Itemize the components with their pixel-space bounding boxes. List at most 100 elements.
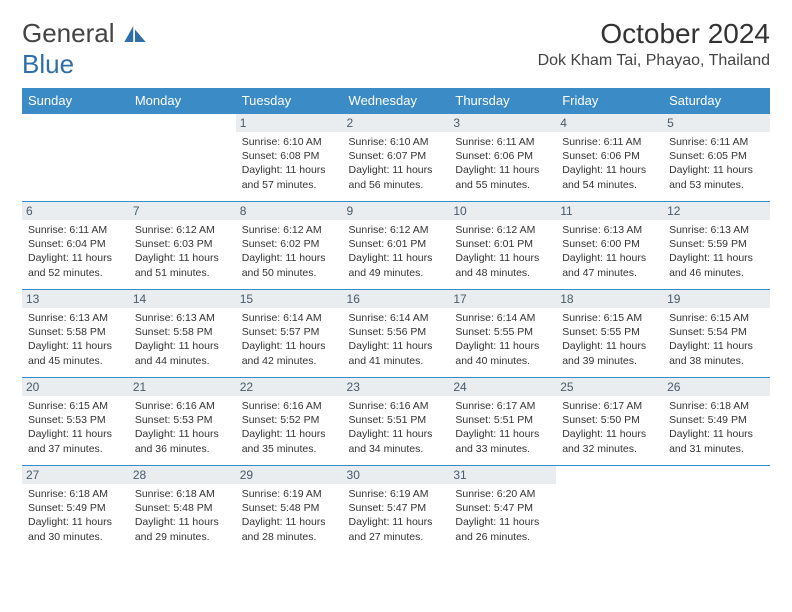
day-info: Sunrise: 6:14 AMSunset: 5:57 PMDaylight:…: [242, 311, 337, 368]
day-info: Sunrise: 6:13 AMSunset: 5:58 PMDaylight:…: [135, 311, 230, 368]
calendar-cell: 12Sunrise: 6:13 AMSunset: 5:59 PMDayligh…: [663, 202, 770, 290]
calendar-cell: 8 Sunrise: 6:12 AMSunset: 6:02 PMDaylight…: [236, 202, 343, 290]
day-info: Sunrise: 6:10 AMSunset: 6:08 PMDaylight:…: [242, 135, 337, 192]
day-info: Sunrise: 6:15 AMSunset: 5:55 PMDaylight:…: [562, 311, 657, 368]
calendar-cell: 11 Sunrise: 6:13 AMSunset: 6:00 PMDayligh…: [556, 202, 663, 290]
day-info: Sunrise: 6:14 AMSunset: 5:56 PMDaylight:…: [349, 311, 444, 368]
calendar-cell: 26Sunrise: 6:18 AMSunset: 5:49 PMDayligh…: [663, 378, 770, 466]
location: Dok Kham Tai, Phayao, Thailand: [538, 52, 770, 70]
day-number: 9: [343, 202, 450, 220]
day-number: 31: [449, 466, 556, 484]
day-info: Sunrise: 6:11 AMSunset: 6:06 PMDaylight:…: [455, 135, 550, 192]
day-info: Sunrise: 6:16 AMSunset: 5:53 PMDaylight:…: [135, 399, 230, 456]
day-of-week-header: Friday: [556, 88, 663, 114]
calendar-cell: 14 Sunrise: 6:13 AMSunset: 5:58 PMDayligh…: [129, 290, 236, 378]
calendar-cell: 24 Sunrise: 6:17 AMSunset: 5:51 PMDayligh…: [449, 378, 556, 466]
day-number: 30: [343, 466, 450, 484]
day-of-week-header: Wednesday: [343, 88, 450, 114]
day-of-week-header: Thursday: [449, 88, 556, 114]
calendar-cell: 15 Sunrise: 6:14 AMSunset: 5:57 PMDayligh…: [236, 290, 343, 378]
day-info: Sunrise: 6:10 AMSunset: 6:07 PMDaylight:…: [349, 135, 444, 192]
day-number: 4: [556, 114, 663, 132]
day-number: 2: [343, 114, 450, 132]
day-info: Sunrise: 6:13 AMSunset: 6:00 PMDaylight:…: [562, 223, 657, 280]
calendar-cell: 27Sunrise: 6:18 AMSunset: 5:49 PMDayligh…: [22, 466, 129, 554]
day-info: Sunrise: 6:13 AMSunset: 5:58 PMDaylight:…: [28, 311, 123, 368]
day-number: 23: [343, 378, 450, 396]
sail-icon: [124, 26, 146, 42]
day-number: 21: [129, 378, 236, 396]
day-of-week-header: Tuesday: [236, 88, 343, 114]
calendar-cell: 9 Sunrise: 6:12 AMSunset: 6:01 PMDaylight…: [343, 202, 450, 290]
calendar-cell: 22Sunrise: 6:16 AMSunset: 5:52 PMDayligh…: [236, 378, 343, 466]
day-number: 28: [129, 466, 236, 484]
day-info: Sunrise: 6:11 AMSunset: 6:06 PMDaylight:…: [562, 135, 657, 192]
day-info: Sunrise: 6:16 AMSunset: 5:52 PMDaylight:…: [242, 399, 337, 456]
day-info: Sunrise: 6:11 AMSunset: 6:04 PMDaylight:…: [28, 223, 123, 280]
day-info: Sunrise: 6:18 AMSunset: 5:48 PMDaylight:…: [135, 487, 230, 544]
calendar-week-row: 20 Sunrise: 6:15 AMSunset: 5:53 PMDayligh…: [22, 378, 770, 466]
day-info: Sunrise: 6:17 AMSunset: 5:51 PMDaylight:…: [455, 399, 550, 456]
days-of-week-row: SundayMondayTuesdayWednesdayThursdayFrid…: [22, 88, 770, 114]
calendar-cell: 23 Sunrise: 6:16 AMSunset: 5:51 PMDayligh…: [343, 378, 450, 466]
calendar-cell: 3 Sunrise: 6:11 AMSunset: 6:06 PMDaylight…: [449, 114, 556, 202]
calendar-table: SundayMondayTuesdayWednesdayThursdayFrid…: [22, 88, 770, 554]
day-number: 14: [129, 290, 236, 308]
day-info: Sunrise: 6:14 AMSunset: 5:55 PMDaylight:…: [455, 311, 550, 368]
day-number: 15: [236, 290, 343, 308]
calendar-cell: 30 Sunrise: 6:19 AMSunset: 5:47 PMDayligh…: [343, 466, 450, 554]
calendar-cell: 21 Sunrise: 6:16 AMSunset: 5:53 PMDayligh…: [129, 378, 236, 466]
day-info: Sunrise: 6:12 AMSunset: 6:02 PMDaylight:…: [242, 223, 337, 280]
day-info: Sunrise: 6:18 AMSunset: 5:49 PMDaylight:…: [669, 399, 764, 456]
calendar-week-row: 13 Sunrise: 6:13 AMSunset: 5:58 PMDayligh…: [22, 290, 770, 378]
calendar-cell: [129, 114, 236, 202]
day-info: Sunrise: 6:12 AMSunset: 6:01 PMDaylight:…: [455, 223, 550, 280]
calendar-cell: 13 Sunrise: 6:13 AMSunset: 5:58 PMDayligh…: [22, 290, 129, 378]
calendar-cell: 29Sunrise: 6:19 AMSunset: 5:48 PMDayligh…: [236, 466, 343, 554]
calendar-cell: 25Sunrise: 6:17 AMSunset: 5:50 PMDayligh…: [556, 378, 663, 466]
day-info: Sunrise: 6:16 AMSunset: 5:51 PMDaylight:…: [349, 399, 444, 456]
calendar-cell: 1Sunrise: 6:10 AMSunset: 6:08 PMDaylight…: [236, 114, 343, 202]
calendar-cell: [556, 466, 663, 554]
day-number: 16: [343, 290, 450, 308]
day-number: 27: [22, 466, 129, 484]
day-of-week-header: Sunday: [22, 88, 129, 114]
day-of-week-header: Monday: [129, 88, 236, 114]
day-number: 24: [449, 378, 556, 396]
day-number: 20: [22, 378, 129, 396]
day-info: Sunrise: 6:12 AMSunset: 6:01 PMDaylight:…: [349, 223, 444, 280]
calendar-cell: 31 Sunrise: 6:20 AMSunset: 5:47 PMDayligh…: [449, 466, 556, 554]
day-number: 13: [22, 290, 129, 308]
header: General Blue October 2024 Dok Kham Tai, …: [22, 18, 770, 80]
title-block: October 2024 Dok Kham Tai, Phayao, Thail…: [538, 18, 770, 70]
day-number: 10: [449, 202, 556, 220]
calendar-cell: 20 Sunrise: 6:15 AMSunset: 5:53 PMDayligh…: [22, 378, 129, 466]
day-info: Sunrise: 6:15 AMSunset: 5:54 PMDaylight:…: [669, 311, 764, 368]
day-number: 25: [556, 378, 663, 396]
day-info: Sunrise: 6:12 AMSunset: 6:03 PMDaylight:…: [135, 223, 230, 280]
calendar-week-row: 6 Sunrise: 6:11 AMSunset: 6:04 PMDaylight…: [22, 202, 770, 290]
calendar-cell: 7Sunrise: 6:12 AMSunset: 6:03 PMDaylight…: [129, 202, 236, 290]
day-info: Sunrise: 6:19 AMSunset: 5:47 PMDaylight:…: [349, 487, 444, 544]
day-number: 6: [22, 202, 129, 220]
day-number: 17: [449, 290, 556, 308]
day-info: Sunrise: 6:15 AMSunset: 5:53 PMDaylight:…: [28, 399, 123, 456]
calendar-cell: 19 Sunrise: 6:15 AMSunset: 5:54 PMDayligh…: [663, 290, 770, 378]
day-info: Sunrise: 6:19 AMSunset: 5:48 PMDaylight:…: [242, 487, 337, 544]
day-number: 19: [663, 290, 770, 308]
day-info: Sunrise: 6:13 AMSunset: 5:59 PMDaylight:…: [669, 223, 764, 280]
day-info: Sunrise: 6:20 AMSunset: 5:47 PMDaylight:…: [455, 487, 550, 544]
calendar-week-row: 1Sunrise: 6:10 AMSunset: 6:08 PMDaylight…: [22, 114, 770, 202]
calendar-cell: 6 Sunrise: 6:11 AMSunset: 6:04 PMDaylight…: [22, 202, 129, 290]
calendar-cell: 4 Sunrise: 6:11 AMSunset: 6:06 PMDaylight…: [556, 114, 663, 202]
calendar-cell: 17 Sunrise: 6:14 AMSunset: 5:55 PMDayligh…: [449, 290, 556, 378]
day-number: 11: [556, 202, 663, 220]
day-number: 8: [236, 202, 343, 220]
calendar-cell: [22, 114, 129, 202]
logo-text: General Blue: [22, 18, 146, 80]
logo: General Blue: [22, 18, 146, 80]
month-title: October 2024: [538, 18, 770, 50]
day-of-week-header: Saturday: [663, 88, 770, 114]
day-number: 3: [449, 114, 556, 132]
calendar-head: SundayMondayTuesdayWednesdayThursdayFrid…: [22, 88, 770, 114]
